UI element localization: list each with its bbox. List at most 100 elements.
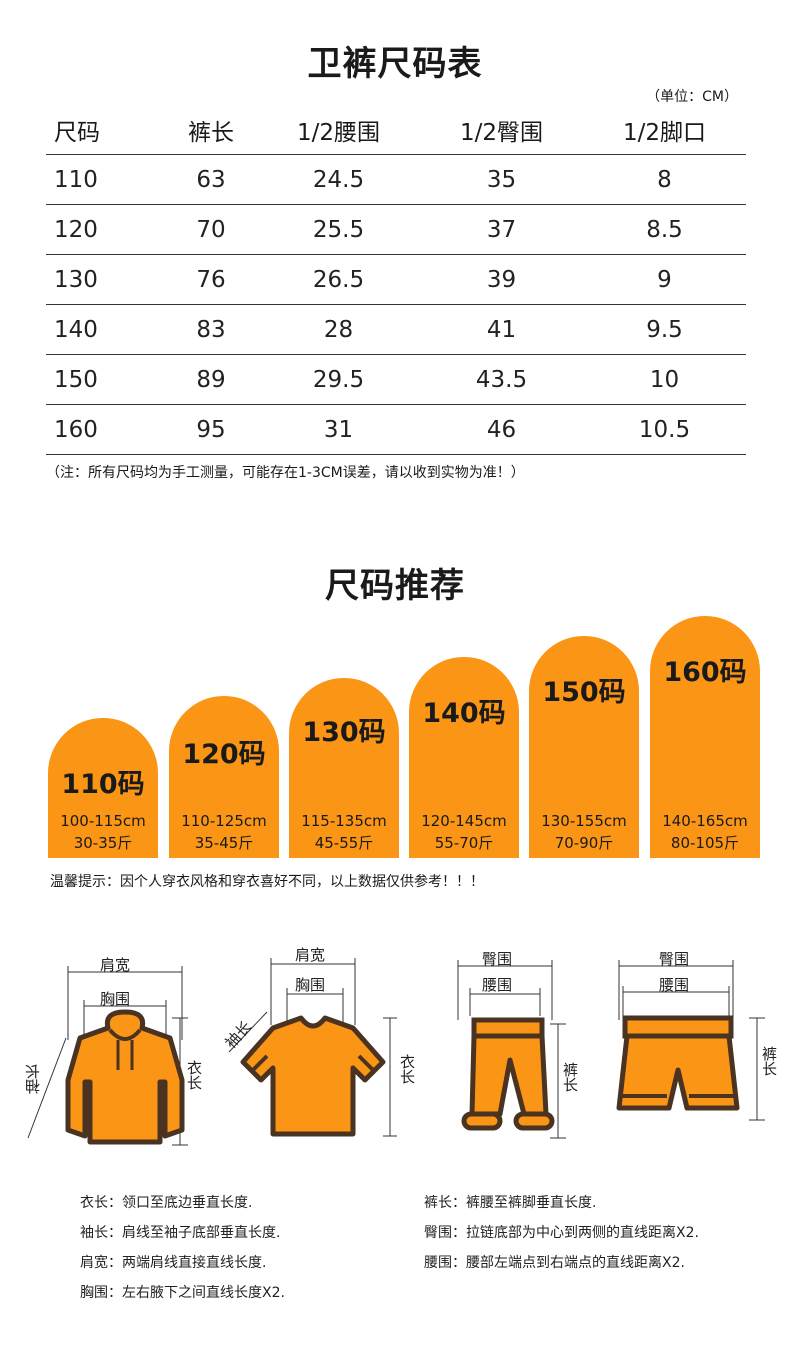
pants-diagram: 臀围 腰围 裤长 xyxy=(440,930,590,1150)
table-cell: 26.5 xyxy=(257,254,420,305)
table-row: 140 83 28 41 9.5 xyxy=(46,304,746,355)
table-cell: 130 xyxy=(46,254,165,305)
column-header: 1/2腰围 xyxy=(297,120,381,146)
chest-label: 胸围 xyxy=(100,990,131,1008)
table-cell: 150 xyxy=(46,354,165,405)
size-card-120: 120码 110-125cm 35-45斤 xyxy=(169,696,279,858)
unit-label: （单位：CM） xyxy=(646,89,738,105)
definition-item: 裤长：裤腰至裤脚垂直长度. xyxy=(424,1192,596,1212)
table-row: 150 89 29.5 43.5 10 xyxy=(46,354,746,405)
length-label: 衣长 xyxy=(185,1060,203,1090)
waist-label: 腰围 xyxy=(482,976,513,994)
size-label: 130码 xyxy=(302,717,386,748)
definition-item: 衣长：领口至底边垂直长度. xyxy=(80,1192,252,1212)
tshirt-diagram: 肩宽 胸围 袖长 衣长 xyxy=(215,930,416,1150)
weight-range: 80-105斤 xyxy=(670,834,740,852)
table-row: 130 76 26.5 39 9 xyxy=(46,254,746,305)
table-cell: 46 xyxy=(420,404,583,455)
table-header-row: 尺码 裤长 1/2腰围 1/2臀围 1/2脚口 xyxy=(46,106,746,155)
definition-item: 臀围：拉链底部为中心到两侧的直线距离X2. xyxy=(424,1222,699,1242)
table-cell: 35 xyxy=(420,154,583,205)
definition-term: 肩宽： xyxy=(80,1255,122,1271)
definition-desc: 腰部左端点到右端点的直线距离X2. xyxy=(466,1255,685,1271)
hoodie-icon xyxy=(27,966,188,1146)
size-card-160: 160码 140-165cm 80-105斤 xyxy=(650,616,760,858)
definition-term: 袖长： xyxy=(80,1225,122,1241)
size-card-130: 130码 115-135cm 45-55斤 xyxy=(289,678,399,858)
size-label: 140码 xyxy=(422,698,506,729)
table-cell: 39 xyxy=(420,254,583,305)
height-range: 100-115cm xyxy=(60,812,146,830)
table-cell: 9.5 xyxy=(582,304,746,355)
column-header: 裤长 xyxy=(188,120,234,146)
table-cell: 29.5 xyxy=(257,354,420,405)
shoulder-label: 肩宽 xyxy=(295,946,326,964)
table-cell: 24.5 xyxy=(257,154,420,205)
weight-range: 70-90斤 xyxy=(554,834,614,852)
height-range: 120-145cm xyxy=(421,812,507,830)
size-label: 110码 xyxy=(61,769,145,800)
definition-item: 腰围：腰部左端点到右端点的直线距离X2. xyxy=(424,1252,685,1272)
pants-icon xyxy=(457,960,566,1139)
waist-label: 腰围 xyxy=(659,976,690,994)
table-cell: 95 xyxy=(165,404,258,455)
table-cell: 160 xyxy=(46,404,165,455)
height-range: 130-155cm xyxy=(541,812,627,830)
tip-text: 温馨提示：因个人穿衣风格和穿衣喜好不同，以上数据仅供参考！！！ xyxy=(50,874,484,890)
table-cell: 70 xyxy=(165,204,258,255)
size-label: 120码 xyxy=(182,739,266,770)
definition-desc: 拉链底部为中心到两侧的直线距离X2. xyxy=(466,1225,699,1241)
definition-term: 裤长： xyxy=(424,1195,466,1211)
table-cell: 10 xyxy=(582,354,746,405)
chest-label: 胸围 xyxy=(295,976,326,994)
size-table: 尺码 裤长 1/2腰围 1/2臀围 1/2脚口 110 63 24.5 35 8… xyxy=(46,106,746,455)
recommend-title: 尺码推荐 xyxy=(325,566,465,606)
hip-label: 臀围 xyxy=(659,950,690,968)
length-label: 裤长 xyxy=(760,1046,778,1076)
size-card-140: 140码 120-145cm 55-70斤 xyxy=(409,657,519,858)
shorts-diagram: 臀围 腰围 裤长 xyxy=(605,930,785,1150)
table-row: 120 70 25.5 37 8.5 xyxy=(46,204,746,255)
definition-desc: 左右腋下之间直线长度X2. xyxy=(122,1285,285,1301)
shorts-icon xyxy=(616,960,765,1121)
hip-label: 臀围 xyxy=(482,950,513,968)
table-cell: 8.5 xyxy=(582,204,746,255)
table-cell: 89 xyxy=(165,354,258,405)
weight-range: 45-55斤 xyxy=(314,834,374,852)
definition-item: 肩宽：两端肩线直接直线长度. xyxy=(80,1252,266,1272)
table-cell: 76 xyxy=(165,254,258,305)
definition-item: 胸围：左右腋下之间直线长度X2. xyxy=(80,1282,285,1302)
weight-range: 35-45斤 xyxy=(194,834,254,852)
table-cell: 41 xyxy=(420,304,583,355)
hoodie-diagram: 肩宽 胸围 袖长 衣长 xyxy=(20,930,210,1150)
measurement-note: （注：所有尺码均为手工测量，可能存在1-3CM误差，请以收到实物为准！） xyxy=(46,465,525,481)
length-label: 衣长 xyxy=(398,1054,416,1084)
weight-range: 30-35斤 xyxy=(73,834,133,852)
shoulder-label: 肩宽 xyxy=(100,956,131,974)
table-cell: 8 xyxy=(582,154,746,205)
height-range: 115-135cm xyxy=(301,812,387,830)
definition-term: 腰围： xyxy=(424,1255,466,1271)
definition-term: 衣长： xyxy=(80,1195,122,1211)
definition-term: 臀围： xyxy=(424,1225,466,1241)
table-cell: 25.5 xyxy=(257,204,420,255)
table-row: 110 63 24.5 35 8 xyxy=(46,154,746,205)
size-label: 150码 xyxy=(542,677,626,708)
column-header: 1/2臀围 xyxy=(459,120,543,146)
table-cell: 120 xyxy=(46,204,165,255)
table-cell: 31 xyxy=(257,404,420,455)
size-label: 160码 xyxy=(663,657,747,688)
sleeve-label: 袖长 xyxy=(24,1064,42,1094)
definition-desc: 两端肩线直接直线长度. xyxy=(122,1255,267,1271)
definition-desc: 肩线至袖子底部垂直长度. xyxy=(122,1225,281,1241)
definition-item: 袖长：肩线至袖子底部垂直长度. xyxy=(80,1222,280,1242)
definition-desc: 裤腰至裤脚垂直长度. xyxy=(466,1195,597,1211)
table-row: 160 95 31 46 10.5 xyxy=(46,404,746,455)
definition-term: 胸围： xyxy=(80,1285,122,1301)
column-header: 尺码 xyxy=(54,120,100,146)
table-cell: 37 xyxy=(420,204,583,255)
length-label: 裤长 xyxy=(561,1062,579,1092)
size-card-150: 150码 130-155cm 70-90斤 xyxy=(529,636,639,858)
table-cell: 9 xyxy=(582,254,746,305)
table-cell: 140 xyxy=(46,304,165,355)
